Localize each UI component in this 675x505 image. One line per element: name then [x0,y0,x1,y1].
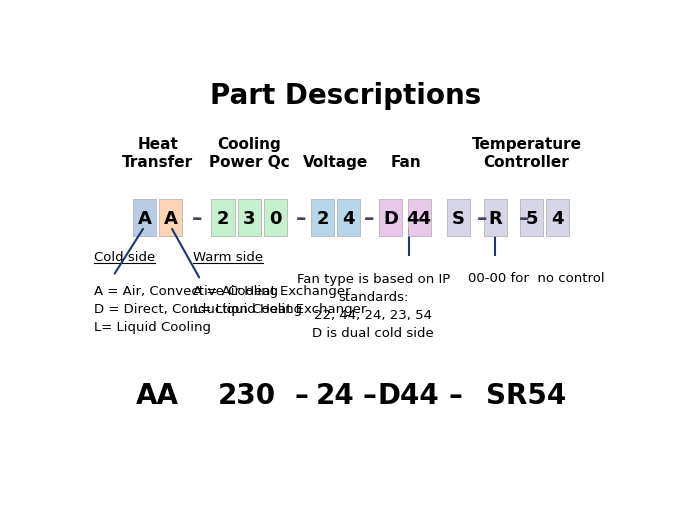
Text: 5: 5 [525,209,538,227]
Text: 3: 3 [243,209,255,227]
FancyBboxPatch shape [379,199,402,236]
Text: –: – [518,208,529,228]
Text: Part Descriptions: Part Descriptions [211,82,481,110]
Text: –: – [296,208,306,228]
FancyBboxPatch shape [546,199,569,236]
FancyBboxPatch shape [408,199,431,236]
Text: Cooling
Power Qc: Cooling Power Qc [209,137,290,170]
FancyBboxPatch shape [211,199,234,236]
FancyBboxPatch shape [238,199,261,236]
Text: A = Air, Convective Cooling
D = Direct, Conduction Cooling
L= Liquid Cooling: A = Air, Convective Cooling D = Direct, … [94,284,302,333]
Text: 44: 44 [406,209,432,227]
FancyBboxPatch shape [133,199,156,236]
FancyBboxPatch shape [520,199,543,236]
FancyBboxPatch shape [311,199,334,236]
Text: R: R [488,209,502,227]
Text: Heat
Transfer: Heat Transfer [122,137,193,170]
Text: –: – [477,208,487,228]
Text: AA: AA [136,381,179,409]
FancyBboxPatch shape [483,199,506,236]
Text: A: A [138,209,151,227]
Text: 00-00 for  no control: 00-00 for no control [468,271,604,284]
Text: Voltage: Voltage [303,155,368,170]
Text: D44: D44 [378,381,439,409]
FancyBboxPatch shape [447,199,470,236]
Text: Cold side: Cold side [94,250,155,264]
Text: SR54: SR54 [486,381,566,409]
Text: –: – [192,208,202,228]
Text: A = Air Heat Exchanger
L= Liquid Heat Exchanger: A = Air Heat Exchanger L= Liquid Heat Ex… [193,284,367,315]
Text: Fan type is based on IP
standards:
22, 44, 24, 23, 54
D is dual cold side: Fan type is based on IP standards: 22, 4… [296,273,450,339]
Text: 2: 2 [217,209,230,227]
Text: 4: 4 [551,209,564,227]
Text: 24: 24 [316,381,355,409]
Text: Temperature
Controller: Temperature Controller [471,137,581,170]
Text: 230: 230 [217,381,275,409]
Text: D: D [383,209,398,227]
Text: –: – [362,381,377,409]
Text: S: S [452,209,465,227]
FancyBboxPatch shape [264,199,287,236]
Text: –: – [294,381,308,409]
Text: 0: 0 [269,209,281,227]
Text: –: – [364,208,375,228]
Text: A: A [164,209,178,227]
Text: 2: 2 [316,209,329,227]
Text: 4: 4 [342,209,355,227]
Text: Fan: Fan [391,155,421,170]
FancyBboxPatch shape [159,199,182,236]
FancyBboxPatch shape [337,199,360,236]
Text: Warm side: Warm side [193,250,263,264]
Text: –: – [449,381,463,409]
